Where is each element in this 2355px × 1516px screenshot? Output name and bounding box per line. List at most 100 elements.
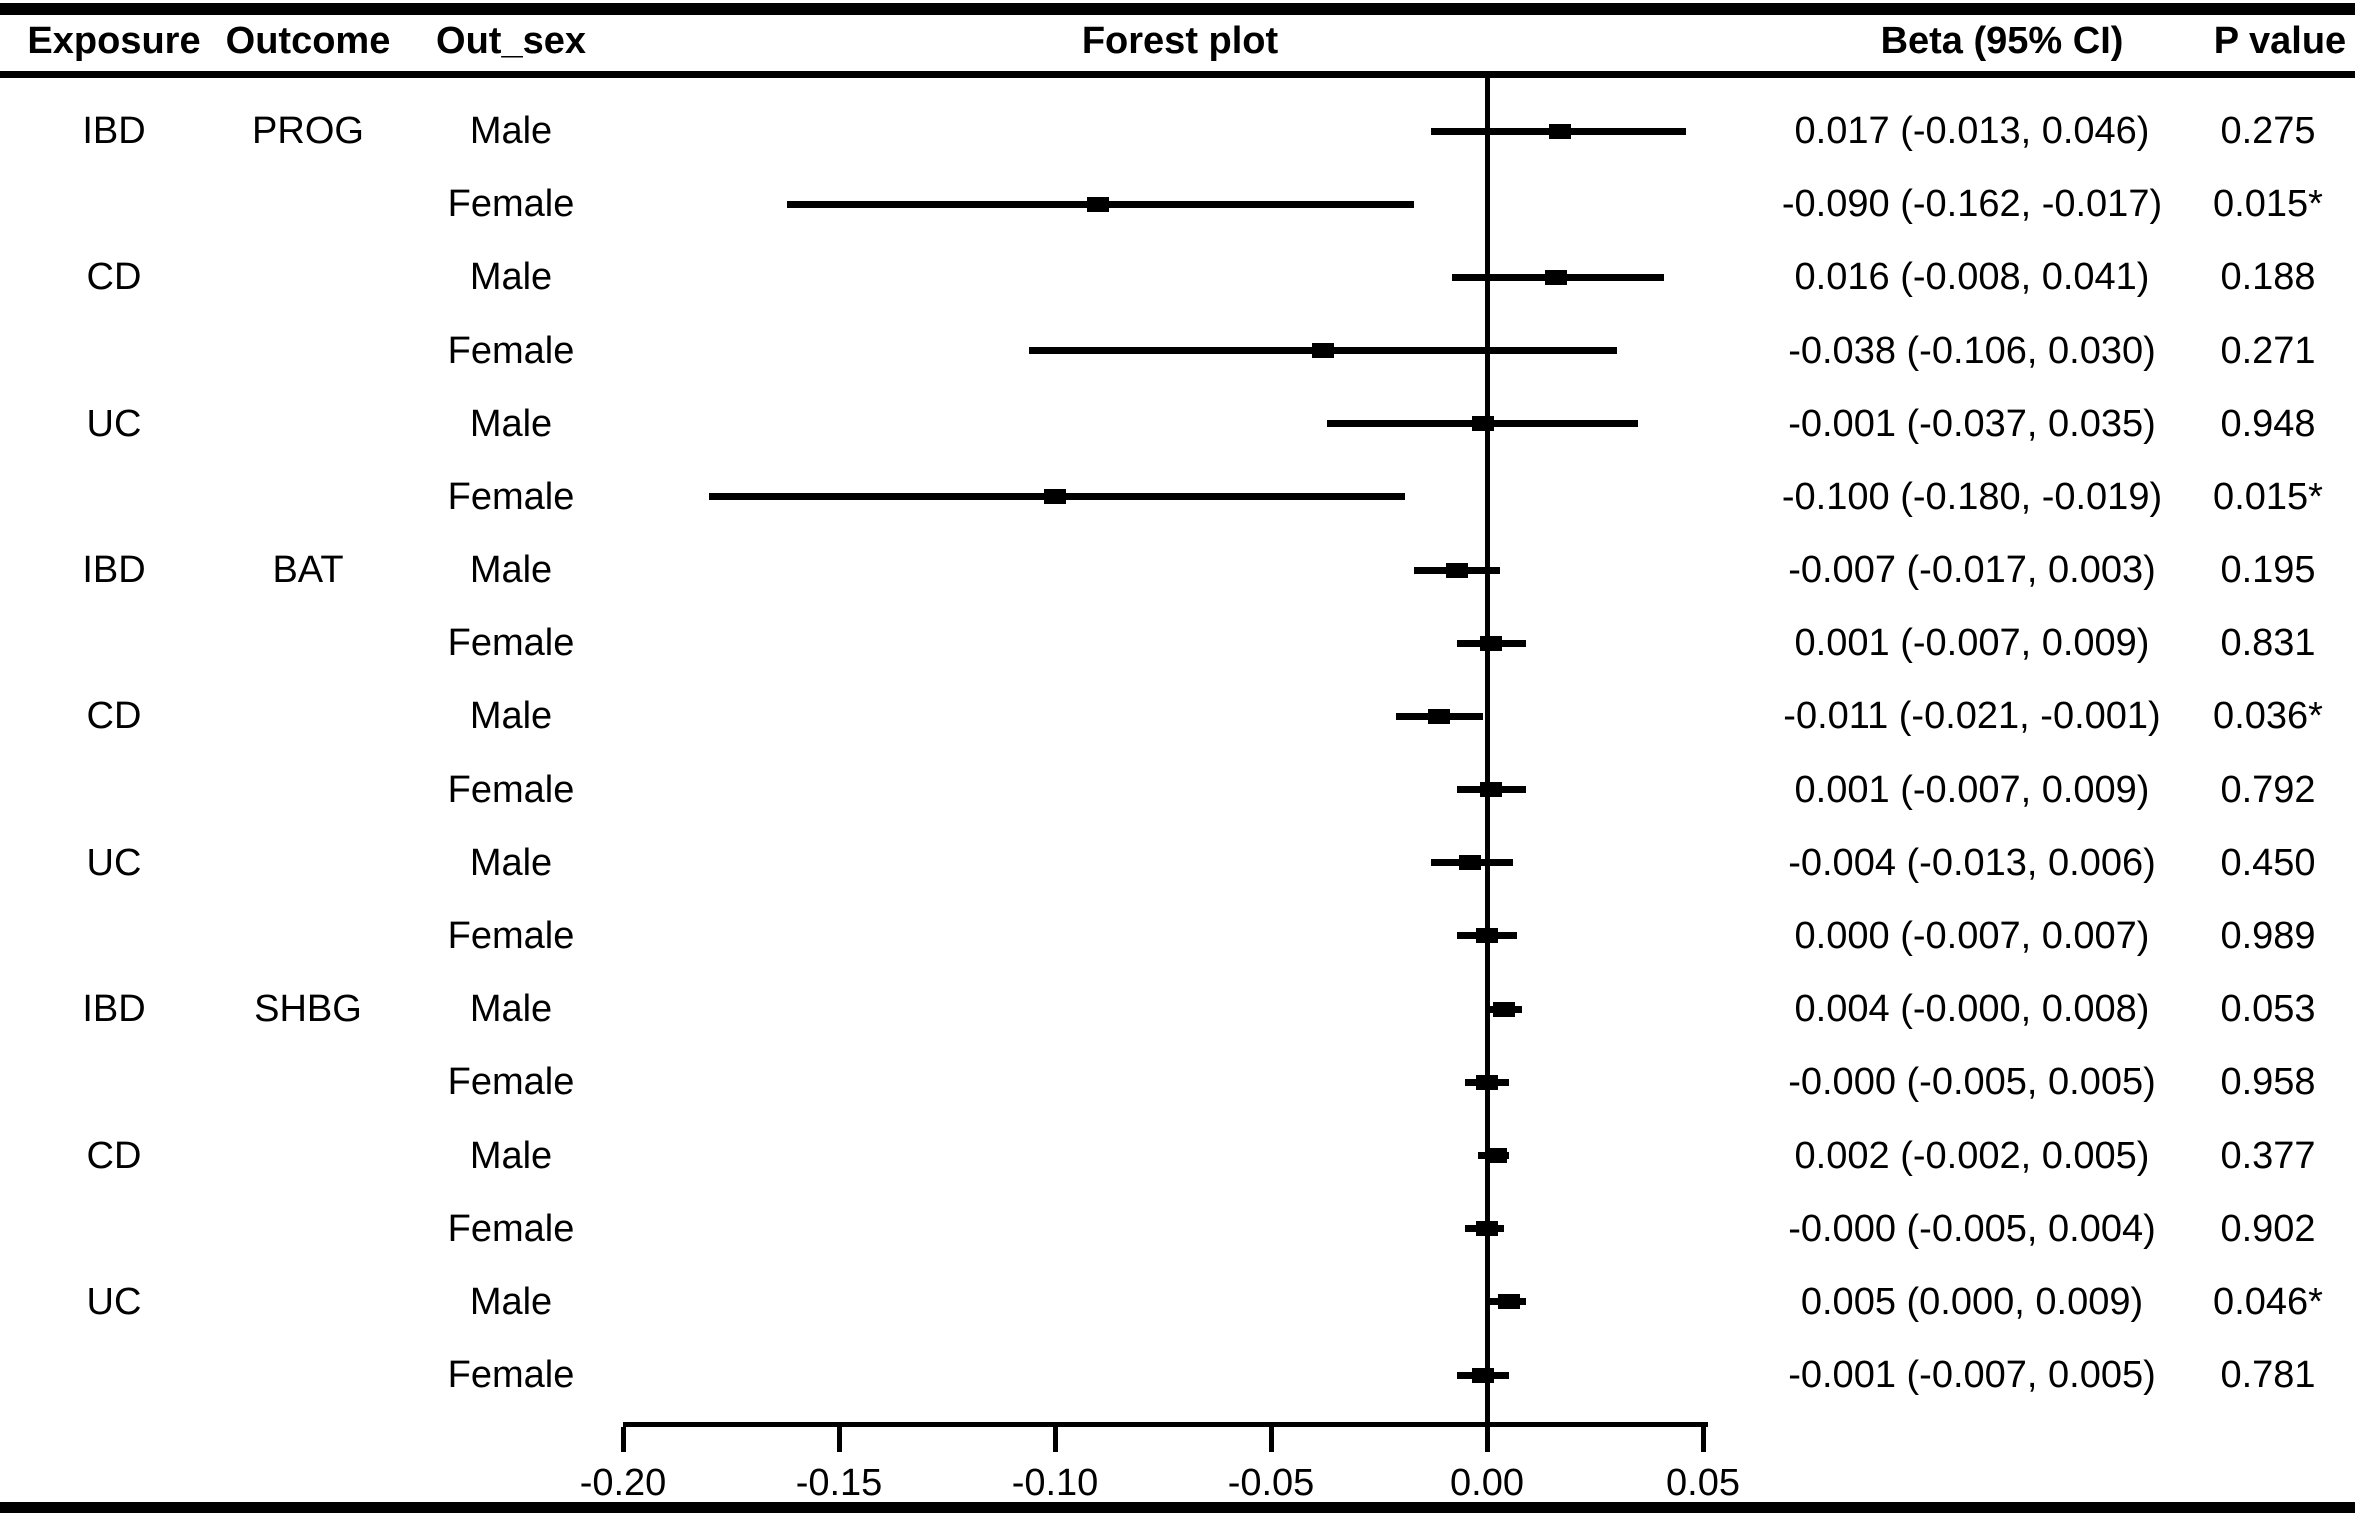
row-sex-label: Male <box>469 841 553 884</box>
row-beta-ci-value: 0.005 (0.000, 0.009) <box>1800 1280 2144 1323</box>
x-axis-tick-label: -0.10 <box>1011 1462 1099 1504</box>
row-sex-label: Female <box>447 329 575 372</box>
row-beta-ci-value: -0.100 (-0.180, -0.019) <box>1781 475 2163 518</box>
beta-point-marker <box>1311 343 1334 359</box>
x-axis-tick-label: 0.00 <box>1450 1462 1524 1504</box>
row-sex-label: Female <box>447 1354 575 1397</box>
row-p-value: 0.188 <box>2220 256 2316 299</box>
row-exposure-label: UC <box>86 841 142 884</box>
row-sex-label: Female <box>447 475 575 518</box>
row-beta-ci-value: -0.038 (-0.106, 0.030) <box>1788 329 2156 372</box>
exposure-column-header: Exposure <box>27 20 201 62</box>
row-p-value: 0.053 <box>2220 988 2316 1031</box>
row-outcome-label: BAT <box>272 549 344 592</box>
x-axis-tick <box>837 1427 842 1452</box>
row-beta-ci-value: 0.017 (-0.013, 0.046) <box>1794 110 2150 152</box>
row-sex-label: Male <box>469 549 553 592</box>
beta-point-marker <box>1480 782 1503 798</box>
row-exposure-label: IBD <box>82 988 146 1031</box>
row-p-value: 0.948 <box>2220 402 2316 445</box>
x-axis-tick <box>621 1427 626 1452</box>
row-p-value: 0.781 <box>2220 1354 2316 1397</box>
row-sex-label: Male <box>469 110 553 152</box>
beta-point-marker <box>1545 269 1568 285</box>
row-outcome-label: PROG <box>252 110 364 152</box>
x-axis-tick-label: -0.20 <box>579 1462 667 1504</box>
row-beta-ci-value: -0.004 (-0.013, 0.006) <box>1788 841 2156 884</box>
row-beta-ci-value: 0.002 (-0.002, 0.005) <box>1794 1134 2150 1177</box>
row-exposure-label: UC <box>86 1280 142 1323</box>
beta-point-marker <box>1471 416 1494 432</box>
beta-point-marker <box>1549 123 1572 139</box>
row-p-value: 0.792 <box>2220 768 2316 811</box>
row-p-value: 0.015* <box>2213 475 2323 518</box>
row-exposure-label: IBD <box>82 110 146 152</box>
row-sex-label: Female <box>447 1061 575 1104</box>
outcome-column-header: Outcome <box>225 20 391 62</box>
beta-point-marker <box>1458 855 1481 871</box>
row-beta-ci-value: 0.004 (-0.000, 0.008) <box>1794 988 2150 1031</box>
row-p-value: 0.958 <box>2220 1061 2316 1104</box>
zero-reference-line <box>1485 78 1490 1427</box>
row-beta-ci-value: -0.011 (-0.021, -0.001) <box>1783 695 2161 738</box>
beta-point-marker <box>1428 708 1451 724</box>
beta-point-marker <box>1480 635 1503 651</box>
row-p-value: 0.195 <box>2220 549 2316 592</box>
forest-plot-column-header: Forest plot <box>1081 20 1279 62</box>
beta-point-marker <box>1044 489 1066 505</box>
row-p-value: 0.831 <box>2220 622 2316 665</box>
row-sex-label: Female <box>447 622 575 665</box>
beta-point-marker <box>1476 1221 1498 1237</box>
row-sex-label: Male <box>469 1134 553 1177</box>
row-outcome-label: SHBG <box>254 988 362 1031</box>
row-p-value: 0.275 <box>2220 110 2316 152</box>
row-p-value: 0.046* <box>2213 1280 2323 1323</box>
x-axis-tick-label: -0.05 <box>1227 1462 1315 1504</box>
row-sex-label: Female <box>447 183 575 226</box>
row-beta-ci-value: 0.001 (-0.007, 0.009) <box>1794 622 2150 665</box>
row-beta-ci-value: 0.001 (-0.007, 0.009) <box>1794 768 2150 811</box>
row-p-value: 0.036* <box>2213 695 2323 738</box>
row-p-value: 0.989 <box>2220 914 2316 957</box>
header-separator <box>0 71 2355 78</box>
beta-point-marker <box>1497 1294 1520 1310</box>
row-sex-label: Female <box>447 768 575 811</box>
row-beta-ci-value: -0.007 (-0.017, 0.003) <box>1788 549 2156 592</box>
x-axis-tick-label: -0.15 <box>795 1462 883 1504</box>
row-sex-label: Female <box>447 1207 575 1250</box>
beta-point-marker <box>1493 1001 1516 1017</box>
beta-ci-column-header: Beta (95% CI) <box>1880 20 2124 62</box>
row-beta-ci-value: -0.090 (-0.162, -0.017) <box>1781 183 2163 226</box>
beta-point-marker <box>1476 1074 1498 1090</box>
row-beta-ci-value: -0.000 (-0.005, 0.005) <box>1788 1061 2156 1104</box>
row-p-value: 0.377 <box>2220 1134 2316 1177</box>
row-beta-ci-value: -0.000 (-0.005, 0.004) <box>1788 1207 2156 1250</box>
row-p-value: 0.450 <box>2220 841 2316 884</box>
x-axis-tick <box>1269 1427 1274 1452</box>
x-axis-tick-label: 0.05 <box>1666 1462 1740 1504</box>
x-axis-tick <box>1053 1427 1058 1452</box>
beta-point-marker <box>1087 196 1110 212</box>
row-sex-label: Female <box>447 914 575 957</box>
bottom-border <box>0 1502 2355 1513</box>
row-p-value: 0.015* <box>2213 183 2323 226</box>
p-value-column-header: P value <box>2213 20 2347 62</box>
row-sex-label: Male <box>469 988 553 1031</box>
row-sex-label: Male <box>469 256 553 299</box>
row-beta-ci-value: -0.001 (-0.037, 0.035) <box>1788 402 2156 445</box>
row-exposure-label: IBD <box>82 549 146 592</box>
row-beta-ci-value: 0.016 (-0.008, 0.041) <box>1794 256 2150 299</box>
row-beta-ci-value: 0.000 (-0.007, 0.007) <box>1794 914 2150 957</box>
beta-point-marker <box>1471 1367 1494 1383</box>
row-sex-label: Male <box>469 402 553 445</box>
row-p-value: 0.902 <box>2220 1207 2316 1250</box>
row-exposure-label: CD <box>86 256 142 299</box>
out-sex-column-header: Out_sex <box>436 20 586 62</box>
beta-point-marker <box>1445 562 1468 578</box>
beta-point-marker <box>1476 928 1498 944</box>
row-exposure-label: UC <box>86 402 142 445</box>
x-axis-line <box>623 1422 1708 1427</box>
x-axis-tick <box>1701 1427 1706 1452</box>
beta-point-marker <box>1484 1148 1507 1164</box>
